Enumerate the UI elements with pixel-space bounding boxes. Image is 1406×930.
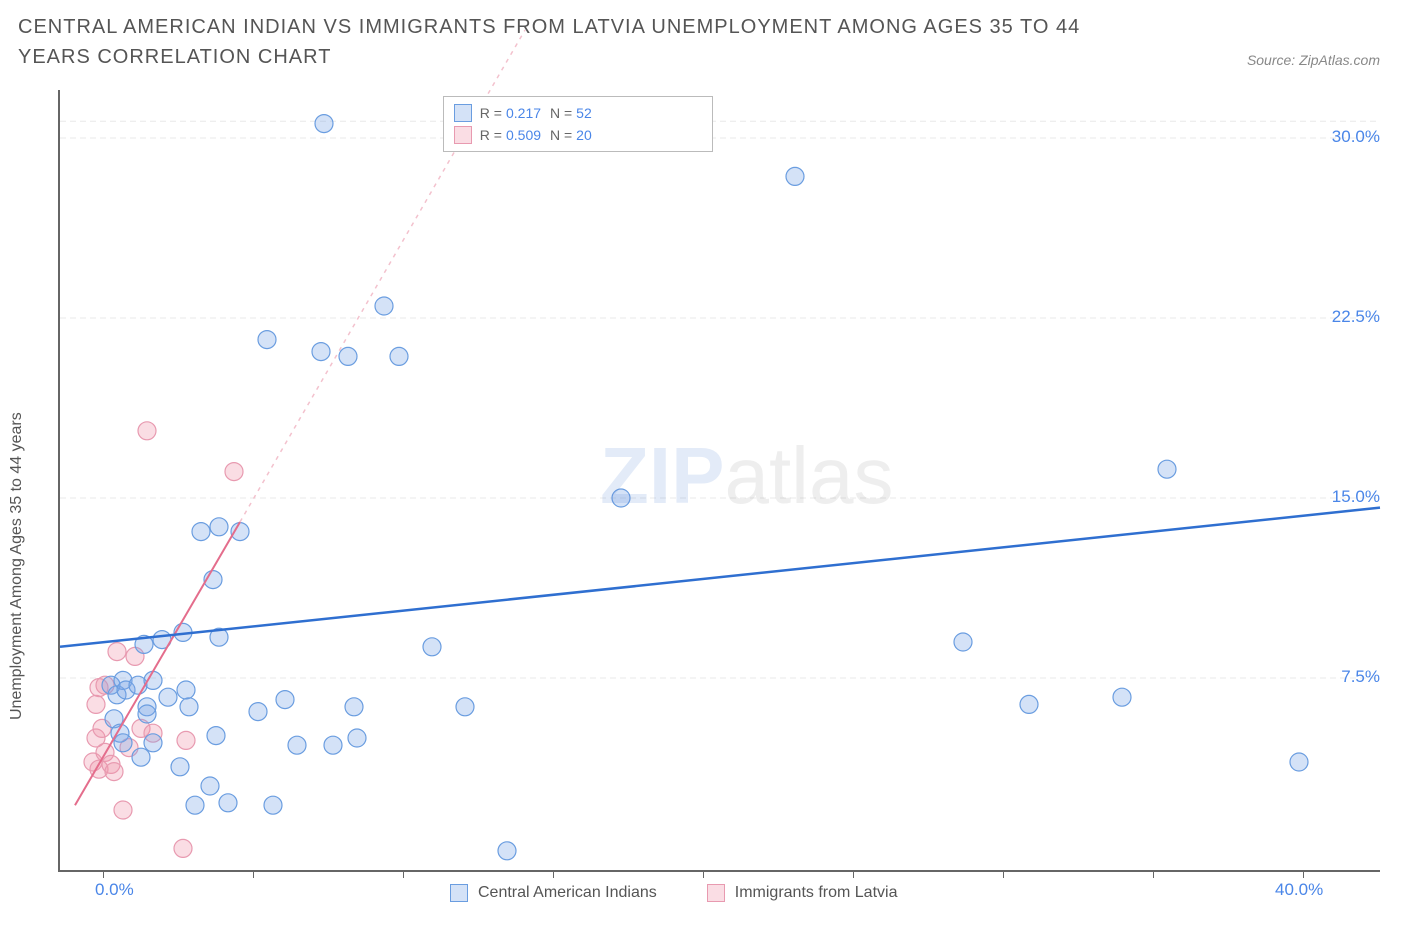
plot-area: R = 0.217 N = 52 R = 0.509 N = 20 ZIPatl… <box>58 90 1380 872</box>
stats-swatch-a <box>454 104 472 122</box>
x-tick-mark <box>553 870 554 878</box>
chart-title: CENTRAL AMERICAN INDIAN VS IMMIGRANTS FR… <box>18 12 1118 72</box>
stats-r-val-a: 0.217 <box>506 105 550 121</box>
y-tick-label: 15.0% <box>1332 487 1380 507</box>
stats-swatch-b <box>454 126 472 144</box>
y-tick-label: 22.5% <box>1332 307 1380 327</box>
stats-box: R = 0.217 N = 52 R = 0.509 N = 20 <box>443 96 713 152</box>
x-tick-mark <box>1153 870 1154 878</box>
legend-swatch-a <box>450 884 468 902</box>
legend-label-b: Immigrants from Latvia <box>735 884 898 902</box>
stats-n-label: N = <box>550 105 572 121</box>
stats-n-val-b: 20 <box>576 127 620 143</box>
x-tick-mark <box>853 870 854 878</box>
x-tick-mark <box>1303 870 1304 878</box>
y-tick-label: 30.0% <box>1332 127 1380 147</box>
legend-label-a: Central American Indians <box>478 884 657 902</box>
stats-n-label: N = <box>550 127 572 143</box>
stats-r-label: R = <box>480 105 502 121</box>
x-tick-mark <box>703 870 704 878</box>
stats-row-b: R = 0.509 N = 20 <box>444 124 712 146</box>
stats-row-a: R = 0.217 N = 52 <box>444 102 712 124</box>
stats-r-val-b: 0.509 <box>506 127 550 143</box>
x-tick-label: 0.0% <box>95 880 134 900</box>
legend-swatch-b <box>707 884 725 902</box>
x-tick-label: 40.0% <box>1275 880 1323 900</box>
x-tick-mark <box>403 870 404 878</box>
stats-r-label: R = <box>480 127 502 143</box>
source-label: Source: ZipAtlas.com <box>1247 52 1380 68</box>
x-tick-mark <box>103 870 104 878</box>
x-tick-mark <box>253 870 254 878</box>
plot-svg <box>60 90 1380 870</box>
bottom-legend: Central American Indians Immigrants from… <box>450 884 897 902</box>
x-tick-mark <box>1003 870 1004 878</box>
y-tick-label: 7.5% <box>1341 667 1380 687</box>
stats-n-val-a: 52 <box>576 105 620 121</box>
y-axis-label: Unemployment Among Ages 35 to 44 years <box>8 412 26 720</box>
